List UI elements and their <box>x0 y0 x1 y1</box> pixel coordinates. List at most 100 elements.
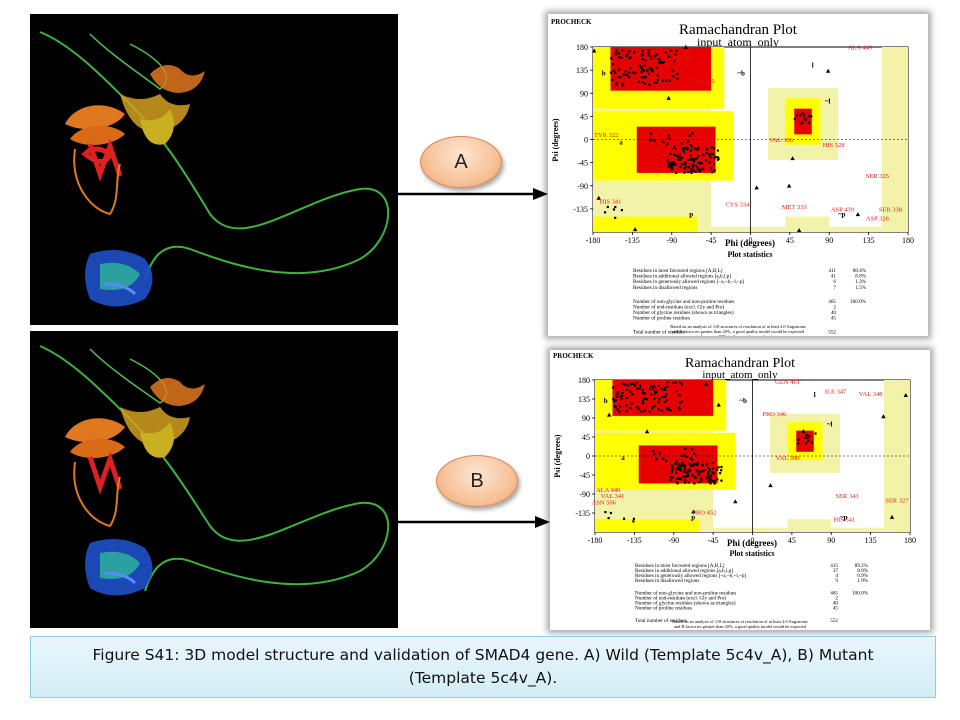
residue-point <box>614 205 617 209</box>
residue-point <box>679 469 682 472</box>
residue-point <box>700 477 703 480</box>
residue-point <box>615 51 618 54</box>
residue-point <box>651 449 655 453</box>
plot-area: LEU 329 TYR 260 TYR 322 VAL 306 HIS 528 SER 3… <box>573 43 914 245</box>
residue-point <box>687 481 690 484</box>
stats-label: Number of end-residues (excl. Gly and Pr… <box>635 595 726 602</box>
residue-point <box>795 114 798 117</box>
glycine-point <box>691 509 696 514</box>
region-letter: p <box>689 211 693 219</box>
x-tick-label: 45 <box>786 236 794 245</box>
residue-point <box>682 475 685 478</box>
residue-point <box>713 157 716 160</box>
residue-point <box>692 462 695 466</box>
residue-point <box>691 163 694 167</box>
residue-point <box>652 452 656 455</box>
residue-point <box>711 461 715 465</box>
residue-point <box>691 165 695 168</box>
generous-region <box>785 216 830 232</box>
region-letter: A <box>672 144 677 152</box>
residue-point <box>664 395 667 398</box>
residue-point <box>683 167 686 171</box>
residue-point <box>689 154 692 157</box>
residue-point <box>699 470 702 473</box>
residue-point <box>676 482 679 485</box>
residue-point <box>678 152 681 156</box>
residue-point <box>626 384 630 387</box>
residue-point <box>679 158 682 161</box>
glycine-point <box>683 44 688 49</box>
y-tick-label: 45 <box>582 433 590 442</box>
glycine-point <box>666 95 671 100</box>
plot-title: Ramachandran Plot <box>679 22 798 38</box>
residue-point <box>804 119 807 122</box>
residue-point <box>651 70 654 73</box>
residue-point <box>655 81 658 84</box>
residue-point <box>641 81 644 84</box>
stats-count: 552 <box>830 618 838 624</box>
stats-label: Number of non-glycine and non-proline re… <box>635 590 736 597</box>
residue-point <box>709 477 712 480</box>
stats-percent: 0.9% <box>857 573 868 579</box>
plot-area: GLN 461 ILE 347 VAL 348 PRO 346 VAL 390 ALA 4… <box>575 376 916 545</box>
residue-point <box>625 404 628 407</box>
residue-point <box>668 137 671 140</box>
residue-point <box>663 400 666 404</box>
residue-point <box>665 406 668 410</box>
residue-point <box>685 455 688 459</box>
residue-point <box>615 48 618 52</box>
y-axis-label: Psi (degrees) <box>551 118 560 162</box>
y-tick-label: -90 <box>577 182 588 191</box>
residue-point <box>690 167 693 171</box>
glycine-point <box>903 392 908 397</box>
residue-point <box>671 466 674 469</box>
residue-point <box>670 166 674 169</box>
residue-point <box>651 406 654 409</box>
residue-point <box>603 211 607 214</box>
residue-point <box>661 61 665 64</box>
residue-point <box>716 156 720 159</box>
glycine-point <box>786 183 792 188</box>
residue-label: VAL 341 <box>601 493 625 500</box>
residue-point <box>683 464 686 467</box>
residue-point <box>710 479 713 483</box>
residue-point <box>604 511 607 514</box>
y-axis-label: Psi (degrees) <box>553 434 562 478</box>
y-tick-label: 135 <box>578 395 590 404</box>
residue-point <box>643 397 646 400</box>
residue-point <box>666 385 669 388</box>
residue-point <box>618 405 622 408</box>
stats-title: Plot statistics <box>729 549 774 558</box>
residue-point <box>624 70 627 73</box>
residue-point <box>612 208 616 211</box>
residue-point <box>615 82 618 85</box>
residue-point <box>694 147 697 150</box>
residue-point <box>614 216 617 219</box>
residue-point <box>667 165 670 168</box>
stats-count: 7 <box>833 285 836 291</box>
stats-count: 4 <box>835 573 838 579</box>
residue-point <box>642 76 645 79</box>
region-letter: ~p <box>840 513 848 521</box>
residue-point <box>683 479 687 482</box>
residue-point <box>607 516 610 520</box>
residue-point <box>701 167 705 170</box>
residue-point <box>621 392 624 395</box>
residue-point <box>807 121 811 124</box>
residue-point <box>655 66 659 69</box>
panel-label-a: A <box>420 136 502 188</box>
y-tick-label: 45 <box>580 112 588 121</box>
residue-point <box>636 387 639 390</box>
residue-point <box>637 80 640 83</box>
residue-point <box>653 397 656 400</box>
residue-point <box>640 54 643 57</box>
x-tick-label: -180 <box>586 236 601 245</box>
arrow-right-icon <box>398 188 548 200</box>
residue-point <box>644 59 647 62</box>
residue-point <box>671 476 674 479</box>
residue-point <box>610 57 613 60</box>
residue-point <box>675 171 678 175</box>
residue-point <box>655 53 658 56</box>
ramachandran-plot-a: PROCHECK Ramachandran Plot input_atom_on… <box>548 14 928 336</box>
stats-percent: 100.0% <box>852 591 869 597</box>
